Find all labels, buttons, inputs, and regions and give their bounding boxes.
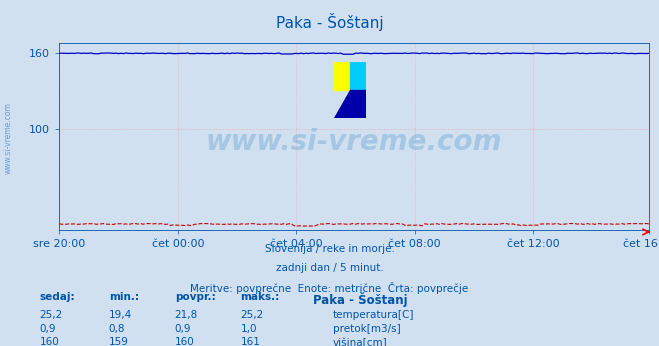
Bar: [350, 62, 366, 90]
Text: 161: 161: [241, 337, 260, 346]
Polygon shape: [333, 90, 350, 118]
Text: min.:: min.:: [109, 292, 139, 302]
Text: 160: 160: [40, 337, 59, 346]
Text: 19,4: 19,4: [109, 310, 132, 320]
Text: pretok[m3/s]: pretok[m3/s]: [333, 324, 401, 334]
Text: 160: 160: [175, 337, 194, 346]
Text: 0,9: 0,9: [175, 324, 191, 334]
Bar: [350, 90, 366, 118]
Text: Paka - Šoštanj: Paka - Šoštanj: [275, 13, 384, 31]
Text: zadnji dan / 5 minut.: zadnji dan / 5 minut.: [275, 263, 384, 273]
Text: www.si-vreme.com: www.si-vreme.com: [206, 128, 502, 156]
Text: 0,8: 0,8: [109, 324, 125, 334]
Text: maks.:: maks.:: [241, 292, 280, 302]
Text: sedaj:: sedaj:: [40, 292, 75, 302]
Text: 25,2: 25,2: [241, 310, 264, 320]
Text: povpr.:: povpr.:: [175, 292, 215, 302]
Text: 25,2: 25,2: [40, 310, 63, 320]
Text: 1,0: 1,0: [241, 324, 257, 334]
Bar: [333, 62, 350, 90]
Text: Slovenija / reke in morje.: Slovenija / reke in morje.: [264, 244, 395, 254]
Text: Paka - Šoštanj: Paka - Šoštanj: [313, 292, 408, 307]
Text: 21,8: 21,8: [175, 310, 198, 320]
Text: 159: 159: [109, 337, 129, 346]
Text: višina[cm]: višina[cm]: [333, 337, 387, 346]
Text: temperatura[C]: temperatura[C]: [333, 310, 415, 320]
Text: www.si-vreme.com: www.si-vreme.com: [4, 102, 13, 174]
Text: 0,9: 0,9: [40, 324, 56, 334]
Text: Meritve: povprečne  Enote: metrične  Črta: povprečje: Meritve: povprečne Enote: metrične Črta:…: [190, 282, 469, 294]
